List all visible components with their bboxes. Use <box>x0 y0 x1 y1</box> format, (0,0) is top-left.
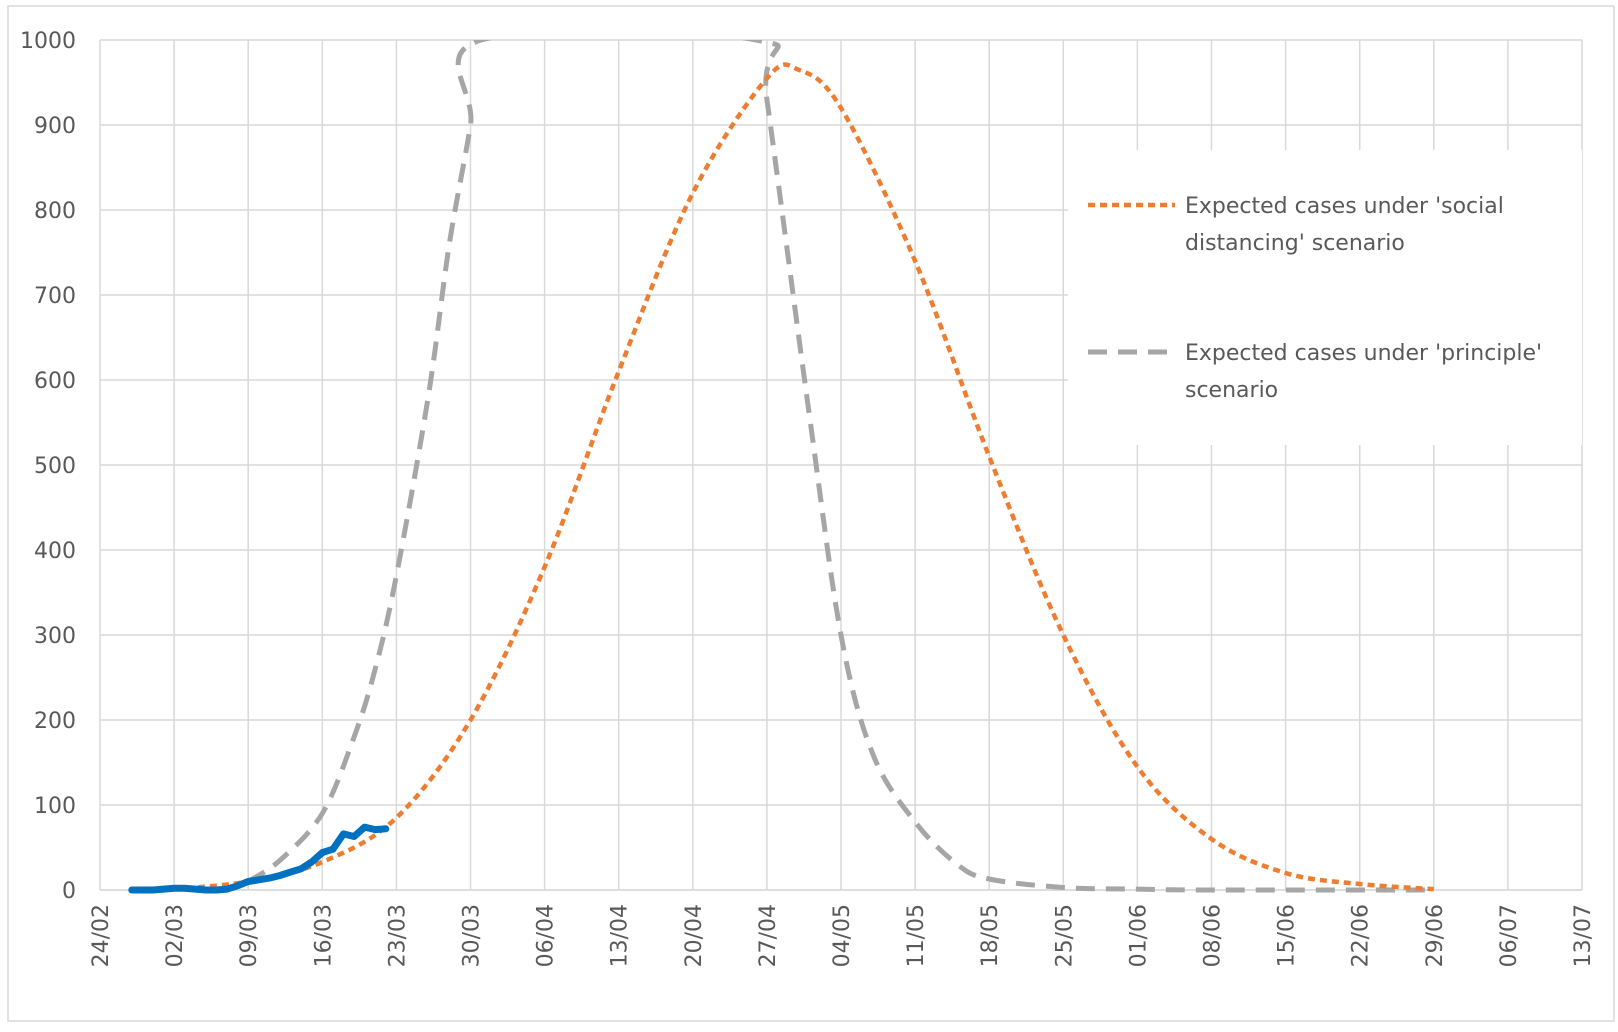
x-axis-tick-labels: 24/02 02/03 09/03 16/03 23/03 30/03 06/04 13/04… <box>89 904 1596 967</box>
x-tick-label: 25/05 <box>1052 904 1077 967</box>
x-tick-label: 01/06 <box>1126 904 1151 967</box>
y-tick-label: 700 <box>34 284 76 309</box>
legend-label-1: Expected cases under 'social distancing' … <box>1185 194 1504 256</box>
y-axis-tick-labels: 0 100 200 300 400 500 600 700 800 900 1000 <box>20 29 76 904</box>
x-tick-label: 06/07 <box>1497 904 1522 967</box>
x-tick-label: 30/03 <box>460 904 485 967</box>
x-tick-label: 09/03 <box>237 904 262 967</box>
x-tick-label: 15/06 <box>1275 904 1300 967</box>
x-tick-label: 20/04 <box>682 904 707 967</box>
y-tick-label: 0 <box>62 879 76 904</box>
legend-label-2: Expected cases under 'principle' scenario <box>1185 341 1542 403</box>
y-tick-label: 300 <box>34 624 76 649</box>
x-tick-label: 27/04 <box>756 904 781 967</box>
series-line-1 <box>173 62 1434 892</box>
y-tick-label: 900 <box>34 114 76 139</box>
legend: Expected cases under 'social distancing' … <box>1068 150 1582 445</box>
series-lines <box>128 40 1434 894</box>
x-tick-label: 02/03 <box>163 904 188 967</box>
series-line-0 <box>128 823 390 894</box>
x-tick-label: 13/07 <box>1571 904 1596 967</box>
y-tick-label: 500 <box>34 454 76 479</box>
legend-box <box>1068 150 1582 445</box>
x-tick-label: 16/03 <box>311 904 336 967</box>
x-tick-label: 13/04 <box>608 904 633 967</box>
x-tick-label: 23/03 <box>385 904 410 967</box>
y-tick-label: 1000 <box>20 29 76 54</box>
y-tick-label: 100 <box>34 794 76 819</box>
x-tick-label: 29/06 <box>1423 904 1448 967</box>
x-tick-label: 11/05 <box>904 904 929 967</box>
y-tick-label: 400 <box>34 539 76 564</box>
x-tick-label: 04/05 <box>830 904 855 967</box>
y-tick-label: 600 <box>34 369 76 394</box>
x-tick-label: 18/05 <box>978 904 1003 967</box>
x-tick-label: 08/06 <box>1201 904 1226 967</box>
y-tick-label: 800 <box>34 199 76 224</box>
x-tick-label: 06/04 <box>534 904 559 967</box>
y-tick-label: 200 <box>34 709 76 734</box>
x-tick-label: 24/02 <box>89 904 114 967</box>
x-tick-label: 22/06 <box>1349 904 1374 967</box>
series-line-2 <box>246 40 1434 893</box>
